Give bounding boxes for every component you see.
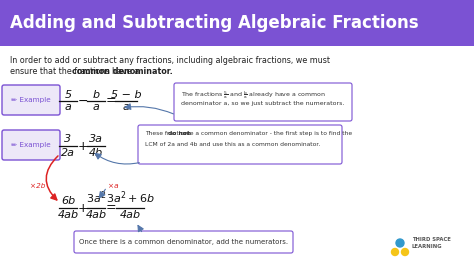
Text: 6b: 6b xyxy=(61,196,75,207)
Text: The fractions $\mathregular{\frac{5}{a}}$ and $\mathregular{\frac{b}{a}}$ alread: The fractions $\mathregular{\frac{5}{a}}… xyxy=(181,90,326,101)
Text: In order to add or subtract any fractions, including algebraic fractions, we mus: In order to add or subtract any fraction… xyxy=(10,56,330,65)
Text: Once there is a common denominator, add the numerators.: Once there is a common denominator, add … xyxy=(79,239,288,245)
Circle shape xyxy=(392,248,399,255)
Text: These fractions: These fractions xyxy=(145,131,193,136)
Text: +: + xyxy=(78,140,88,152)
Text: LCM of 2a and 4b and use this as a common denominator.: LCM of 2a and 4b and use this as a commo… xyxy=(145,142,320,147)
Text: −: − xyxy=(78,95,88,107)
FancyBboxPatch shape xyxy=(138,125,342,164)
FancyBboxPatch shape xyxy=(174,83,352,121)
Text: 4ab: 4ab xyxy=(119,210,141,219)
Text: 2a: 2a xyxy=(61,147,75,158)
Text: ×2b: ×2b xyxy=(30,183,46,189)
Circle shape xyxy=(396,239,404,247)
FancyBboxPatch shape xyxy=(2,85,60,115)
FancyBboxPatch shape xyxy=(0,0,474,46)
Text: ✏ Example: ✏ Example xyxy=(11,142,51,148)
Text: have a common denominator - the first step is to find the: have a common denominator - the first st… xyxy=(177,131,352,136)
Text: a: a xyxy=(64,102,72,113)
FancyBboxPatch shape xyxy=(2,130,60,160)
FancyBboxPatch shape xyxy=(74,231,293,253)
Text: common denominator.: common denominator. xyxy=(72,67,173,76)
Text: =: = xyxy=(106,202,116,214)
Text: THIRD SPACE
LEARNING: THIRD SPACE LEARNING xyxy=(412,237,451,249)
Text: 3a: 3a xyxy=(89,135,103,144)
Text: denominator a, so we just subtract the numerators.: denominator a, so we just subtract the n… xyxy=(181,101,345,106)
Circle shape xyxy=(401,248,409,255)
Text: ×a: ×a xyxy=(108,183,118,189)
Text: ✏ Example: ✏ Example xyxy=(11,97,51,103)
Text: +: + xyxy=(78,202,88,214)
Text: 5 − b: 5 − b xyxy=(111,90,141,99)
Text: 4b: 4b xyxy=(89,147,103,158)
Text: Adding and Subtracting Algebraic Fractions: Adding and Subtracting Algebraic Fractio… xyxy=(10,14,419,32)
Text: ensure that the fractions have a: ensure that the fractions have a xyxy=(10,67,142,76)
Text: $3a^2$: $3a^2$ xyxy=(86,190,106,207)
Text: $3a^2 + 6b$: $3a^2 + 6b$ xyxy=(106,190,155,207)
Text: 5: 5 xyxy=(64,90,72,99)
Text: 3: 3 xyxy=(64,135,72,144)
Text: a: a xyxy=(92,102,100,113)
Text: a: a xyxy=(123,102,129,113)
Text: 4ab: 4ab xyxy=(57,210,79,219)
Text: do not: do not xyxy=(168,131,191,136)
Text: =: = xyxy=(106,95,116,107)
Text: b: b xyxy=(92,90,100,99)
Text: 4ab: 4ab xyxy=(85,210,107,219)
